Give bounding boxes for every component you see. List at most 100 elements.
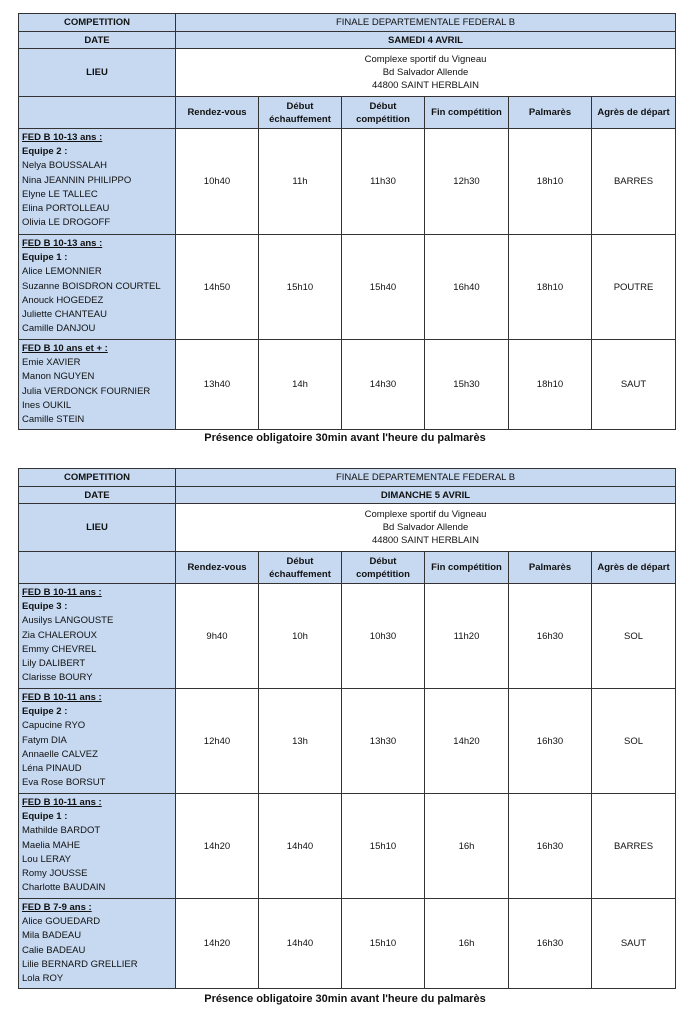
team-cell: FED B 10 ans et + : Emie XAVIER Manon NGUY… [18, 338, 176, 431]
gymnast-name: Nina JEANNIN PHILIPPO [22, 174, 132, 186]
schedule-value: 16h30 [508, 897, 592, 990]
team-label: Equipe 2 : [22, 146, 68, 158]
schedule-value: 16h30 [508, 583, 592, 689]
lieu-address: Complexe sportif du Vigneau Bd Salvador A… [174, 503, 677, 552]
category-label: FED B 7-9 ans : [22, 902, 92, 913]
competition-label: COMPETITION [18, 468, 176, 487]
gymnast-name: Capucine RYO [22, 720, 86, 732]
gymnast-name: Zia CHALEROUX [22, 629, 97, 641]
gymnast-name: Elina PORTOLLEAU [22, 203, 110, 215]
gymnast-name: Mila BADEAU [22, 930, 82, 942]
competition-row: COMPETITION FINALE DEPARTEMENTALE FEDERAL… [18, 468, 677, 487]
schedule-value: 13h30 [341, 688, 425, 794]
gymnast-name: Ines OUKIL [22, 399, 72, 411]
date-label: DATE [18, 486, 176, 504]
schedule-value: 11h20 [424, 583, 509, 689]
gymnast-name: Maelia MAHE [22, 839, 81, 851]
gymnast-name: Alice LEMONNIER [22, 266, 102, 278]
address-line: Complexe sportif du Vigneau [364, 54, 487, 65]
gymnast-name: Elyne LE TALLEC [22, 188, 98, 200]
gymnast-name: Lilie BERNARD GRELLIER [22, 958, 138, 970]
column-header: Début échauffement [258, 551, 342, 584]
lieu-address: Complexe sportif du Vigneau Bd Salvador A… [174, 48, 677, 97]
schedule-value: 10h40 [175, 128, 259, 235]
schedule-value: BARRES [590, 793, 677, 899]
gymnast-name: Charlotte BAUDAIN [22, 882, 106, 894]
column-header: Rendez-vous [175, 96, 259, 129]
schedule-value: 14h40 [258, 897, 342, 990]
column-header-row: Rendez-vous Début échauffement Début compé… [18, 96, 677, 129]
schedule-value: 16h30 [508, 793, 592, 899]
team-row: FED B 10 ans et + : Emie XAVIER Manon NGUY… [18, 338, 677, 431]
team-label: Equipe 1 : [22, 811, 68, 823]
gymnast-name: Manon NGUYEN [22, 371, 95, 383]
gymnast-name: Juliette CHANTEAU [22, 309, 107, 321]
schedule-value: 11h [258, 128, 342, 235]
schedule-value: SOL [590, 688, 677, 794]
competition-label: COMPETITION [18, 13, 176, 32]
gymnast-name: Lola ROY [22, 973, 64, 985]
lieu-label: LIEU [18, 48, 176, 97]
schedule-value: 14h50 [175, 234, 259, 340]
gymnast-name: Clarisse BOURY [22, 672, 93, 684]
gymnast-name: Camille STEIN [22, 414, 85, 426]
lieu-row: LIEU Complexe sportif du Vigneau Bd Salvad… [18, 48, 677, 97]
column-header: Fin compétition [424, 96, 509, 129]
gymnast-name: Olivia LE DROGOFF [22, 217, 111, 229]
schedule-value: 18h10 [508, 128, 592, 235]
schedule-value: 14h40 [258, 793, 342, 899]
gymnast-name: Lou LERAY [22, 853, 71, 865]
team-cell: FED B 10-11 ans : Equipe 2 : Capucine RYO F… [18, 688, 176, 794]
column-header: Début compétition [341, 551, 425, 584]
gymnast-name: Suzanne BOISDRON COURTEL [22, 280, 161, 292]
attendance-note: Présence obligatoire 30min avant l'heure… [204, 993, 486, 1005]
team-label: Equipe 1 : [22, 252, 68, 264]
schedule-value: 16h40 [424, 234, 509, 340]
column-header-row: Rendez-vous Début échauffement Début compé… [18, 551, 677, 584]
schedule-value: 16h [424, 793, 509, 899]
schedule-value: SAUT [590, 338, 677, 431]
column-header: Palmarès [508, 96, 592, 129]
team-cell: FED B 7-9 ans : Alice GOUEDARD Mila BADEAU… [18, 897, 176, 990]
schedule-value: 15h40 [341, 234, 425, 340]
column-header: Début échauffement [258, 96, 342, 129]
schedule-value: 13h [258, 688, 342, 794]
lieu-row: LIEU Complexe sportif du Vigneau Bd Salvad… [18, 503, 677, 552]
schedule-value: 15h10 [341, 897, 425, 990]
schedule-value: 12h40 [175, 688, 259, 794]
address-line: Bd Salvador Allende [382, 522, 469, 533]
gymnast-name: Julia VERDONCK FOURNIER [22, 385, 151, 397]
team-row: FED B 10-11 ans : Equipe 3 : Ausilys LANGO… [18, 583, 677, 689]
column-header: Fin compétition [424, 551, 509, 584]
team-cell: FED B 10-11 ans : Equipe 3 : Ausilys LANGO… [18, 583, 176, 689]
schedule-value: 16h30 [508, 688, 592, 794]
gymnast-name: Mathilde BARDOT [22, 825, 101, 837]
gymnast-name: Romy JOUSSE [22, 868, 88, 880]
empty-header-cell [18, 96, 176, 129]
schedule-value: 15h30 [424, 338, 509, 431]
gymnast-name: Nelya BOUSSALAH [22, 160, 108, 172]
competition-row: COMPETITION FINALE DEPARTEMENTALE FEDERAL… [18, 13, 677, 32]
schedule-value: 16h [424, 897, 509, 990]
schedule-value: 15h10 [341, 793, 425, 899]
date-label: DATE [18, 31, 176, 49]
team-row: FED B 10-11 ans : Equipe 1 : Mathilde BARD… [18, 793, 677, 899]
column-header: Palmarès [508, 551, 592, 584]
competition-name: FINALE DEPARTEMENTALE FEDERAL B [174, 468, 677, 487]
team-cell: FED B 10-13 ans : Equipe 2 : Nelya BOUSSAL… [18, 128, 176, 235]
schedule-value: 14h20 [175, 897, 259, 990]
category-label: FED B 10-11 ans : [22, 692, 102, 703]
schedule-value: 10h [258, 583, 342, 689]
schedule-value: SAUT [590, 897, 677, 990]
schedule-value: 14h20 [424, 688, 509, 794]
team-label: Equipe 2 : [22, 706, 68, 718]
schedule-value: 12h30 [424, 128, 509, 235]
schedule-value: 15h10 [258, 234, 342, 340]
gymnast-name: Lily DALIBERT [22, 658, 86, 670]
schedule-value: SOL [590, 583, 677, 689]
team-cell: FED B 10-13 ans : Equipe 1 : Alice LEMONNI… [18, 234, 176, 340]
gymnast-name: Léna PINAUD [22, 763, 82, 775]
column-header: Agrès de départ [590, 551, 677, 584]
gymnast-name: Camille DANJOU [22, 323, 96, 335]
category-label: FED B 10-13 ans : [22, 132, 103, 143]
